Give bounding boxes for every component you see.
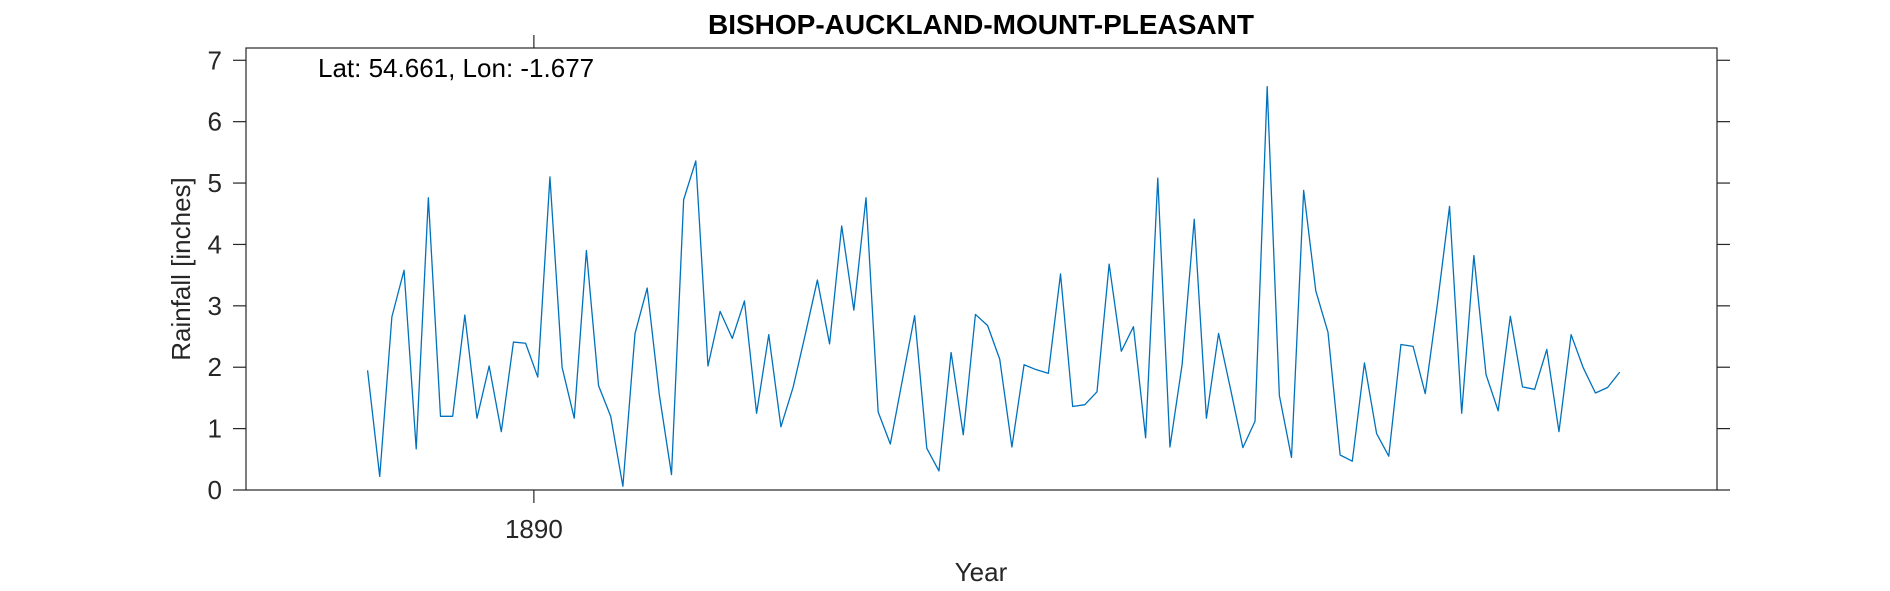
- y-tick-label: 0: [208, 475, 222, 505]
- x-axis-label: Year: [955, 557, 1008, 587]
- series: [366, 86, 1621, 487]
- y-tick-label: 7: [208, 45, 222, 75]
- y-tick-label: 5: [208, 168, 222, 198]
- plot-area: [246, 48, 1717, 490]
- location-annotation: Lat: 54.661, Lon: -1.677: [318, 53, 594, 83]
- rainfall-series-line: [366, 86, 1621, 487]
- y-tick-label: 3: [208, 291, 222, 321]
- y-tick-label: 2: [208, 352, 222, 382]
- y-tick-label: 6: [208, 107, 222, 137]
- axes-box: [245, 47, 1718, 491]
- x-tick-label: 1890: [505, 514, 563, 544]
- y-tick-label: 4: [208, 229, 222, 259]
- ticks: 0 1 2 3 4 5 6 7 1890: [208, 35, 1730, 544]
- axes: [245, 47, 1718, 491]
- y-tick-label: 1: [208, 414, 222, 444]
- y-axis-label: Rainfall [inches]: [166, 177, 196, 361]
- chart-title: BISHOP-AUCKLAND-MOUNT-PLEASANT: [708, 9, 1254, 40]
